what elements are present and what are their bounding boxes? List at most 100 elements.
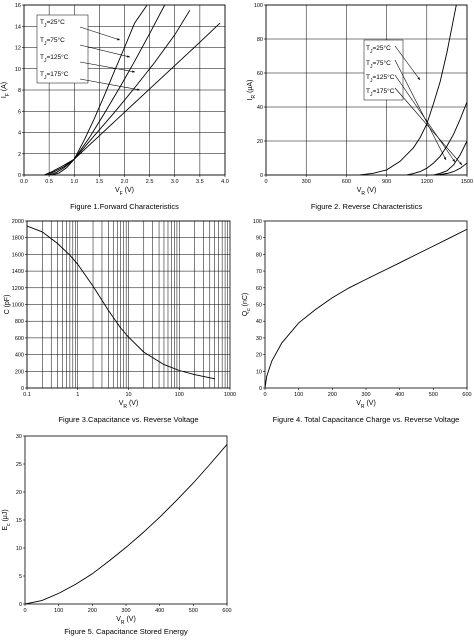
y-tick-label: 1600 (12, 252, 24, 258)
y-tick-label: 0 (259, 386, 262, 392)
series-line-1 (25, 444, 227, 604)
y-tick-label: 30 (16, 434, 22, 440)
x-tick-label: 500 (429, 392, 438, 398)
y-tick-label: 600 (15, 336, 24, 342)
figure-caption: Figure 1.Forward Characteristics (70, 202, 179, 211)
y-tick-label: 14 (15, 24, 21, 30)
y-tick-label: 60 (257, 71, 263, 77)
x-tick-label: 100 (54, 608, 63, 614)
y-tick-label: 2000 (12, 219, 24, 225)
y-tick-label: 25 (16, 462, 22, 468)
y-tick-label: 70 (256, 269, 262, 275)
y-tick-label: 15 (16, 518, 22, 524)
y-tick-label: 20 (256, 353, 262, 359)
x-tick-label: 600 (342, 179, 351, 185)
y-tick-label: 0 (21, 386, 24, 392)
x-tick-label: 600 (222, 608, 231, 614)
y-axis-label: IF (A) (1, 82, 11, 98)
x-tick-label: 10 (125, 392, 131, 398)
y-tick-label: 60 (256, 286, 262, 292)
ticks: 0 100 200 300 400 500 600 0 5 10 15 20 25 30 (16, 434, 232, 614)
x-tick-label: 1 (76, 392, 79, 398)
x-tick-label: 1200 (421, 179, 433, 185)
x-tick-label: 1000 (224, 392, 236, 398)
y-tick-label: 50 (256, 303, 262, 309)
figure-caption: Figure 2. Reverse Characteristics (311, 202, 423, 211)
y-tick-label: 1800 (12, 236, 24, 242)
y-tick-label: 100 (253, 219, 262, 225)
legend-arrow (395, 75, 455, 162)
x-axis-label: VR (V) (356, 400, 376, 410)
y-tick-label: 80 (257, 37, 263, 43)
x-tick-label: 2.5 (146, 179, 154, 185)
x-tick-label: 0 (263, 392, 266, 398)
chart-3: 0.1 1 10 100 1000 0 200 400 600 800 1000 1200 1400 16… (4, 219, 236, 424)
y-tick-label: 12 (15, 46, 21, 52)
x-tick-label: 500 (189, 608, 198, 614)
plot-frame (265, 221, 467, 388)
arrow-head (117, 38, 120, 40)
y-tick-label: 6 (18, 109, 21, 115)
y-axis-label: Qc (nC) (242, 293, 252, 317)
y-tick-label: 800 (15, 319, 24, 325)
x-tick-label: 300 (361, 392, 370, 398)
figure-caption: Figure 3.Capacitance vs. Reverse Voltage (58, 415, 198, 424)
x-axis-label: VR (V) (119, 400, 139, 410)
y-tick-label: 400 (15, 353, 24, 359)
y-tick-label: 10 (256, 369, 262, 375)
y-tick-label: 8 (18, 88, 21, 94)
x-tick-label: 2.0 (121, 179, 129, 185)
figure-caption: Figure 4. Total Capacitance Charge vs. R… (273, 415, 460, 424)
x-tick-label: 1.5 (96, 179, 104, 185)
y-axis-label: C (pF) (4, 295, 11, 315)
series-line-1 (265, 229, 467, 388)
ticks: 0 300 600 900 1200 1500020406080100 (254, 3, 473, 185)
chart-5: 0 100 200 300 400 500 600 0 5 10 15 20 25 30 VR (V) Ec … (2, 434, 232, 636)
x-tick-label: 900 (382, 179, 391, 185)
x-tick-label: 400 (155, 608, 164, 614)
y-tick-label: 1400 (12, 269, 24, 275)
x-axis-label: VR (V) (357, 187, 377, 197)
y-tick-label: 80 (256, 252, 262, 258)
x-tick-label: 0.1 (23, 392, 31, 398)
y-tick-label: 90 (256, 236, 262, 242)
chart-4: 0 100 200 300 400 500 600 0 10 20 30 40 50 60 70 80 90 10… (242, 219, 472, 424)
y-tick-label: 200 (15, 369, 24, 375)
x-tick-label: 100 (175, 392, 184, 398)
legend-arrow (395, 60, 446, 160)
y-tick-label: 10 (16, 546, 22, 552)
y-tick-label: 16 (15, 3, 21, 9)
x-tick-label: 300 (121, 608, 130, 614)
chart-1: 0.0 0.5 1.0 1.5 2.0 2.5 3.0 3.5 4.0 0 2 4 6 8 10 12 14 16… (1, 3, 229, 211)
x-tick-label: 200 (328, 392, 337, 398)
y-tick-label: 100 (254, 3, 263, 9)
chart-2: 0 300 600 900 1200 1500020406080100VR (V)IR (… (247, 3, 473, 211)
arrow-head (132, 70, 135, 72)
y-tick-label: 1200 (12, 286, 24, 292)
x-tick-label: 0 (264, 179, 267, 185)
arrow-head (137, 88, 140, 90)
figure-caption: Figure 5. Capacitance Stored Energy (64, 627, 188, 636)
x-tick-label: 3.0 (171, 179, 179, 185)
x-tick-label: 4.0 (221, 179, 229, 185)
y-tick-label: 2 (18, 152, 21, 158)
plot-frame (25, 436, 227, 604)
legend-arrow (395, 88, 462, 165)
x-axis-label: VR (V) (116, 616, 136, 626)
x-tick-label: 1.0 (70, 179, 78, 185)
y-tick-label: 4 (18, 131, 21, 137)
x-tick-label: 600 (462, 392, 471, 398)
y-axis-label: IR (μA) (247, 80, 257, 101)
y-tick-label: 20 (257, 139, 263, 145)
x-tick-label: 100 (294, 392, 303, 398)
y-axis-label: Ec (μJ) (2, 509, 12, 530)
arrow-head (452, 159, 455, 162)
y-tick-label: 20 (16, 490, 22, 496)
x-tick-label: 0.5 (45, 179, 53, 185)
y-tick-label: 30 (256, 336, 262, 342)
x-axis-label: VF (V) (115, 187, 134, 197)
x-tick-label: 300 (302, 179, 311, 185)
y-tick-label: 40 (256, 319, 262, 325)
x-tick-label: 400 (395, 392, 404, 398)
